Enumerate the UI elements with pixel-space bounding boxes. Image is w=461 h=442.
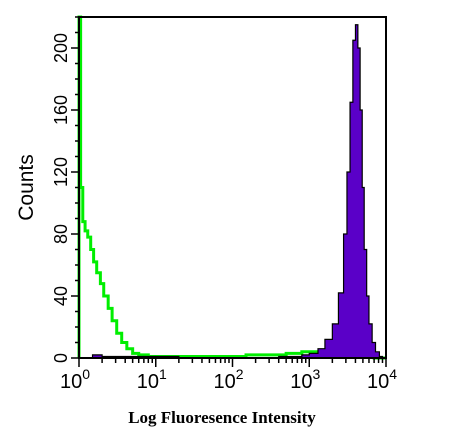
x-tick-base: 10 bbox=[137, 371, 159, 393]
y-tick-label: 120 bbox=[51, 157, 71, 187]
x-tick-base: 10 bbox=[60, 371, 82, 393]
y-axis-label: Counts bbox=[15, 154, 38, 221]
x-tick-base: 10 bbox=[290, 371, 312, 393]
x-tick-base: 10 bbox=[367, 371, 389, 393]
y-tick-label: 160 bbox=[51, 95, 71, 125]
x-tick-label: 100 bbox=[60, 366, 90, 393]
series-1-histogram bbox=[79, 24, 386, 359]
plot-area bbox=[77, 15, 386, 360]
y-tick-label: 200 bbox=[51, 33, 71, 63]
y-axis: 0 40 80 120 160 200 bbox=[51, 16, 79, 363]
x-tick-exponent: 1 bbox=[159, 366, 167, 382]
x-tick-exponent: 2 bbox=[236, 366, 244, 382]
x-tick-exponent: 3 bbox=[312, 366, 320, 382]
x-axis: 100 101 102 103 104 bbox=[60, 358, 397, 393]
x-tick-exponent: 0 bbox=[82, 366, 90, 382]
y-tick-label: 80 bbox=[51, 224, 71, 244]
x-tick-exponent: 4 bbox=[389, 366, 397, 382]
x-axis-label: Log Fluoresence Intensity bbox=[128, 408, 316, 427]
x-tick-label: 104 bbox=[367, 366, 397, 393]
x-tick-label: 103 bbox=[290, 366, 320, 393]
y-tick-label: 40 bbox=[51, 286, 71, 306]
series-0-histogram bbox=[77, 15, 386, 360]
x-tick-base: 10 bbox=[213, 371, 235, 393]
x-tick-label: 102 bbox=[213, 366, 243, 393]
x-tick-label: 101 bbox=[137, 366, 167, 393]
y-tick-label: 0 bbox=[51, 353, 71, 363]
